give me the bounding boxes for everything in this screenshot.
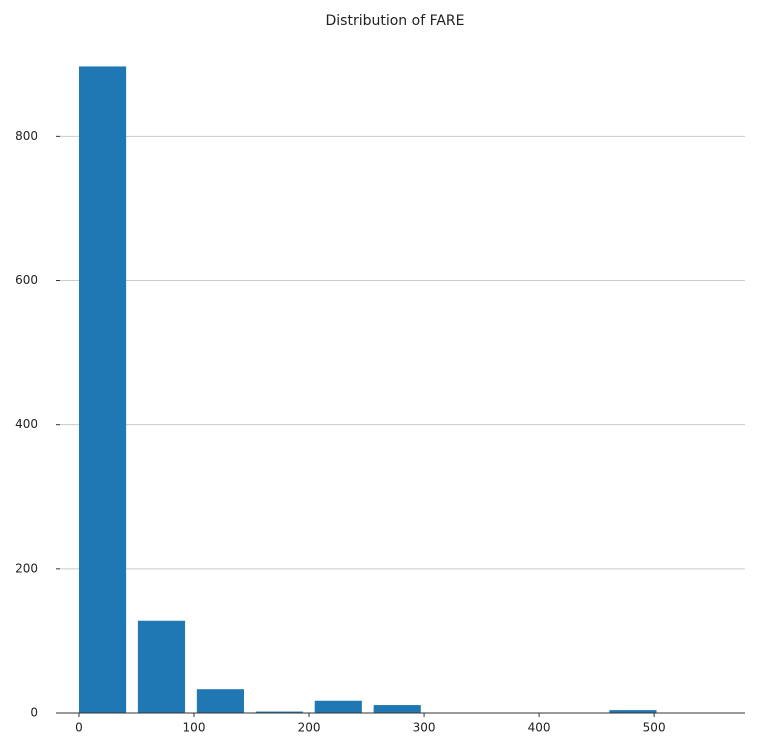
y-tick-label: 600 <box>15 273 38 287</box>
chart-title: Distribution of FARE <box>326 13 465 29</box>
bar <box>255 711 303 713</box>
bar <box>373 705 421 713</box>
y-tick-label: 200 <box>15 561 38 575</box>
y-tick-label: 800 <box>15 129 38 143</box>
bar <box>137 620 186 713</box>
x-tick-label: 300 <box>413 721 436 735</box>
x-tick-label: 100 <box>183 721 206 735</box>
bar <box>78 66 127 714</box>
bar <box>196 689 244 713</box>
x-tick-label: 400 <box>528 721 551 735</box>
y-tick-label: 400 <box>15 417 38 431</box>
x-tick-label: 0 <box>75 721 83 735</box>
bar <box>314 700 362 713</box>
bar <box>609 710 657 713</box>
x-tick-label: 200 <box>298 721 321 735</box>
x-tick-label: 500 <box>643 721 666 735</box>
y-tick-label: 0 <box>30 706 38 720</box>
